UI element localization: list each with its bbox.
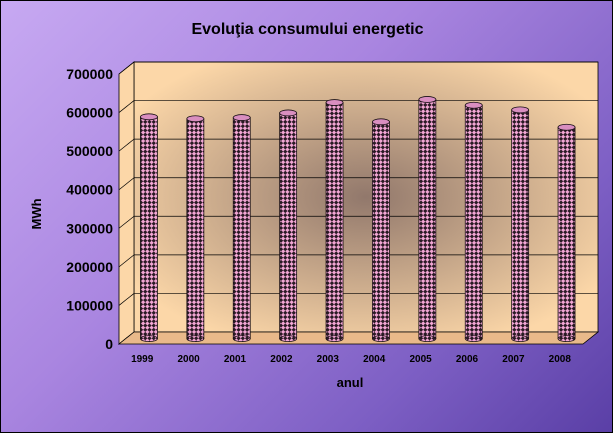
y-tick-label: 100000 [66,297,113,313]
bar-base [140,336,157,342]
x-axis-title: anul [337,375,364,390]
bar-top [233,115,250,121]
y-tick-label: 400000 [66,182,113,198]
bar-chart: 0 100000 200000 300000 400000 500000 600000 700… [1,1,613,433]
bar [140,114,157,342]
y-tick-label: 300000 [66,220,113,236]
bar-body [233,118,250,339]
bar-base [419,336,436,342]
y-tick-label: 0 [105,336,113,352]
bar [280,110,297,342]
bar [233,115,250,342]
bar-body [465,105,482,338]
bar-top [512,107,529,113]
bar-body [326,103,343,339]
bar-body [512,110,529,339]
x-tick-label: 2000 [177,354,200,365]
bar-base [187,336,204,342]
bar [187,116,204,342]
x-tick-label: 1999 [131,354,154,365]
bar-top [419,96,436,102]
bar-top [187,116,204,122]
bar [372,119,389,342]
y-tick-label: 500000 [66,143,113,159]
bar-top [280,110,297,116]
x-tick-label: 2006 [456,354,479,365]
x-tick-label: 2002 [270,354,293,365]
bar-base [280,336,297,342]
x-tick-label: 2007 [502,354,525,365]
y-tick-labels: 0 100000 200000 300000 400000 500000 600000 700… [66,66,113,352]
bar-body [280,113,297,339]
bar-top [465,102,482,108]
x-tick-label: 2004 [363,354,386,365]
bar [512,107,529,342]
bar [465,102,482,341]
bar-body [140,117,157,339]
bar-base [558,336,575,342]
bar [558,124,575,341]
bar-base [465,336,482,342]
chart-frame: Evoluţia consumului energetic 0 100000 200… [0,0,613,433]
bar-body [187,119,204,339]
y-tick-label: 700000 [66,66,113,82]
bar-base [326,336,343,342]
bar [419,96,436,341]
side-wall [119,62,134,344]
bar-top [558,124,575,130]
bar-top [326,100,343,106]
x-tick-label: 2008 [549,354,572,365]
x-tick-label: 2001 [224,354,247,365]
bar-base [512,336,529,342]
y-axis-title: MWh [29,198,44,229]
y-tick-label: 200000 [66,259,113,275]
bar-body [558,127,575,338]
bar-top [140,114,157,120]
bar-body [419,99,436,338]
bar-base [233,336,250,342]
y-tick-label: 600000 [66,105,113,121]
x-tick-labels: 1999 2000 2001 2002 2003 2004 2005 2006 2007 2008 [131,354,571,365]
bar-body [372,122,389,339]
bar-top [372,119,389,125]
x-tick-label: 2005 [409,354,432,365]
x-tick-label: 2003 [317,354,340,365]
bar-base [372,336,389,342]
bar [326,100,343,342]
